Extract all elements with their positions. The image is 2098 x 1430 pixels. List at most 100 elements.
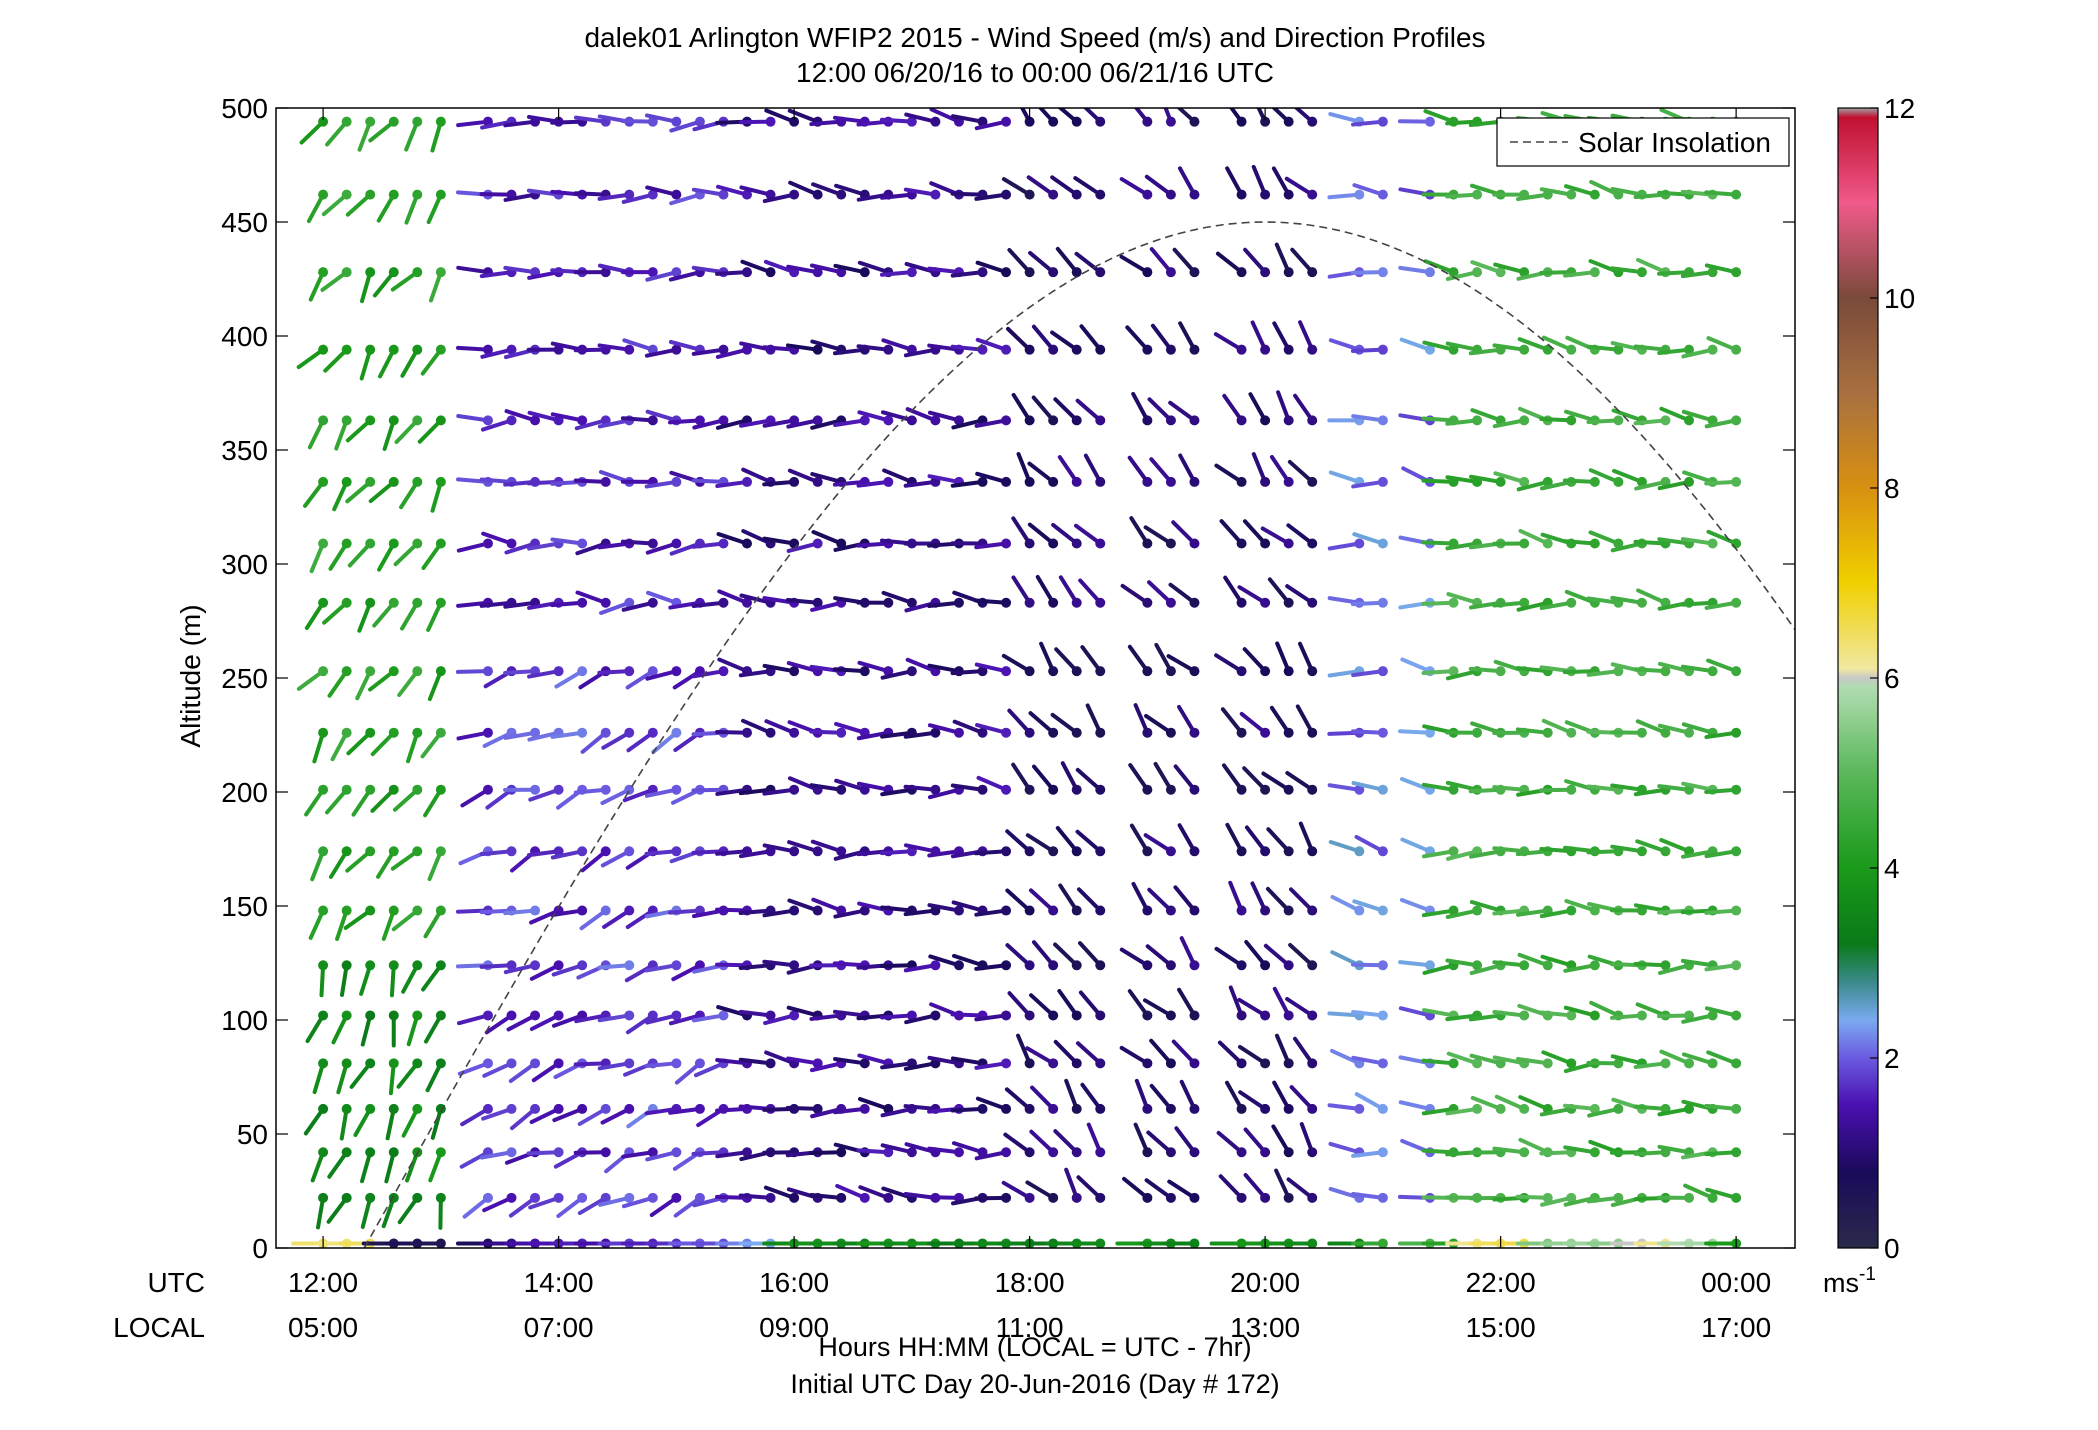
wind-barb-dot	[1048, 477, 1058, 487]
wind-barb-dot	[483, 666, 493, 676]
wind-barb-dot	[1189, 415, 1199, 425]
wind-barb-dot	[483, 1058, 493, 1068]
wind-barb-dot	[554, 1193, 564, 1203]
wind-barb-dot	[1072, 1147, 1082, 1157]
wind-barb-dot	[1708, 1058, 1718, 1068]
wind-barb-dot	[1025, 415, 1035, 425]
wind-barb-dot	[389, 846, 399, 856]
wind-barb-dot	[1684, 1193, 1694, 1203]
wind-barb-dot	[507, 538, 517, 548]
wind-barb-dot	[1708, 1193, 1718, 1203]
wind-barb-dot	[1001, 345, 1011, 355]
wind-barb-dot	[1684, 1058, 1694, 1068]
wind-barb-dot	[1543, 728, 1553, 738]
y-tick-label: 300	[221, 549, 268, 580]
wind-barb-dot	[318, 1058, 328, 1068]
wind-barb-dot	[766, 1058, 776, 1068]
wind-barb-dot	[601, 846, 611, 856]
wind-barb-dot	[1189, 1104, 1199, 1114]
wind-barb-dot	[389, 1010, 399, 1020]
wind-barb-dot	[1519, 960, 1529, 970]
wind-barb-dot	[1072, 960, 1082, 970]
wind-barb-dot	[836, 1193, 846, 1203]
wind-barb-dot	[1566, 415, 1576, 425]
wind-barb-dot	[718, 666, 728, 676]
wind-barb-dot	[1166, 1058, 1176, 1068]
wind-barb-dot	[1142, 117, 1152, 127]
x-tick-label-utc: 14:00	[524, 1267, 594, 1298]
wind-barb-dot	[365, 538, 375, 548]
wind-barb-dot	[1378, 190, 1388, 200]
wind-barb-dot	[1166, 598, 1176, 608]
wind-barb-dot	[342, 666, 352, 676]
wind-barb-dot	[1189, 267, 1199, 277]
wind-barb-dot	[1142, 477, 1152, 487]
wind-barb-dot	[389, 598, 399, 608]
colorbar-unit-exponent: -1	[1859, 1264, 1876, 1285]
wind-barb-dot	[860, 1104, 870, 1114]
wind-barb-dot	[766, 728, 776, 738]
wind-barb-dot	[483, 785, 493, 795]
wind-barb-dot	[389, 728, 399, 738]
wind-barb-dot	[860, 666, 870, 676]
x-axis-label: Hours HH:MM (LOCAL = UTC - 7hr)	[818, 1332, 1251, 1362]
wind-barb-dot	[1637, 1010, 1647, 1020]
wind-barb-dot	[1237, 906, 1247, 916]
wind-barb-dot	[1001, 785, 1011, 795]
wind-barb-dot	[1731, 598, 1741, 608]
wind-barb-dot	[483, 538, 493, 548]
wind-barb-dot	[1048, 190, 1058, 200]
wind-barb-dot	[389, 666, 399, 676]
wind-barb-dot	[930, 190, 940, 200]
wind-barb-dot	[1378, 906, 1388, 916]
wind-barb-dot	[1284, 846, 1294, 856]
wind-barb-dot	[1025, 190, 1035, 200]
wind-barb-dot	[601, 785, 611, 795]
wind-barb-dot	[789, 666, 799, 676]
wind-barb-dot	[1142, 415, 1152, 425]
wind-barb-dot	[436, 666, 446, 676]
wind-barb-dot	[1237, 117, 1247, 127]
wind-barb-dot	[389, 415, 399, 425]
wind-barb-dot	[1731, 960, 1741, 970]
wind-barb-dot	[507, 1147, 517, 1157]
x-tick-label-utc: 20:00	[1230, 1267, 1300, 1298]
wind-barb-dot	[978, 477, 988, 487]
wind-barb-dot	[412, 1058, 422, 1068]
wind-barb-dot	[389, 117, 399, 127]
y-tick-label: 100	[221, 1005, 268, 1036]
wind-barb-dot	[1566, 190, 1576, 200]
wind-barb-dot	[624, 1104, 634, 1114]
wind-barb-dot	[1048, 1010, 1058, 1020]
wind-barb-dot	[365, 785, 375, 795]
y-tick-label: 250	[221, 663, 268, 694]
wind-barb-dot	[342, 477, 352, 487]
wind-barb-dot	[342, 1193, 352, 1203]
wind-barb-dot	[1708, 538, 1718, 548]
wind-barb-dot	[1731, 345, 1741, 355]
wind-barb-dot	[648, 538, 658, 548]
wind-barb-dot	[1378, 846, 1388, 856]
wind-barb-dot	[601, 598, 611, 608]
wind-barb-dot	[1166, 267, 1176, 277]
wind-barb-dot	[671, 117, 681, 127]
wind-barb-dot	[1166, 538, 1176, 548]
wind-barb-dot	[412, 846, 422, 856]
wind-barb-dot	[1496, 477, 1506, 487]
wind-barb-dot	[412, 1193, 422, 1203]
wind-barb-dot	[1731, 1147, 1741, 1157]
wind-barb-dot	[342, 415, 352, 425]
wind-barb-dot	[1072, 1104, 1082, 1114]
wind-barb-dot	[648, 415, 658, 425]
wind-barb-dot	[718, 1010, 728, 1020]
wind-barb-dot	[1354, 846, 1364, 856]
wind-barb-dot	[1378, 785, 1388, 795]
wind-barb-dot	[1543, 538, 1553, 548]
wind-barb-dot	[671, 1058, 681, 1068]
wind-barb-dot	[318, 538, 328, 548]
wind-barb-dot	[907, 666, 917, 676]
wind-barb-dot	[930, 1010, 940, 1020]
wind-barb-dot	[648, 728, 658, 738]
